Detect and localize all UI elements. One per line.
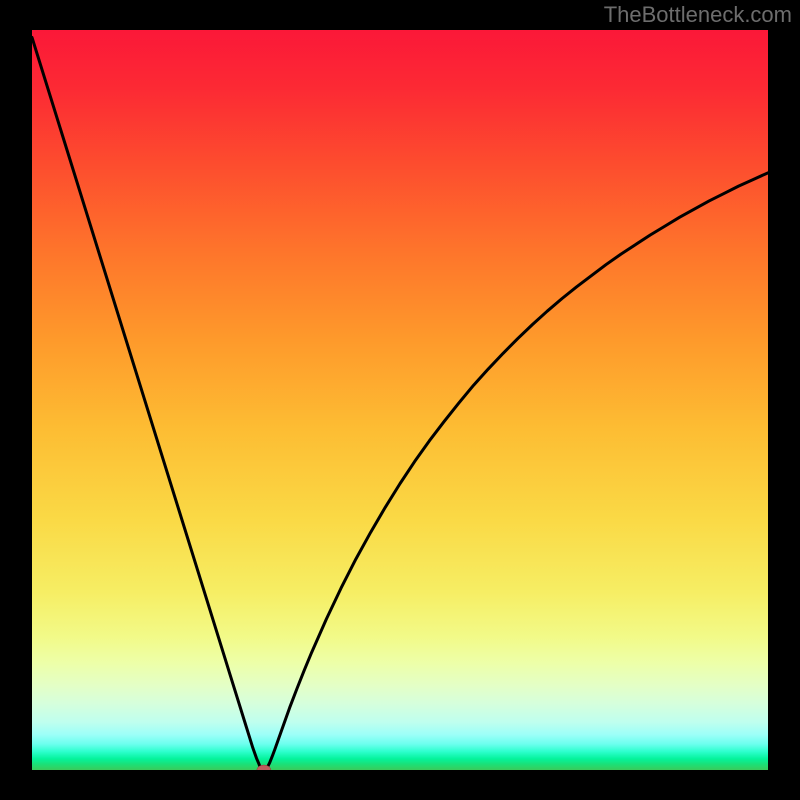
watermark-text: TheBottleneck.com: [604, 2, 792, 28]
bottleneck-chart: [32, 30, 768, 770]
chart-container: TheBottleneck.com: [0, 0, 800, 800]
chart-background: [32, 30, 768, 770]
